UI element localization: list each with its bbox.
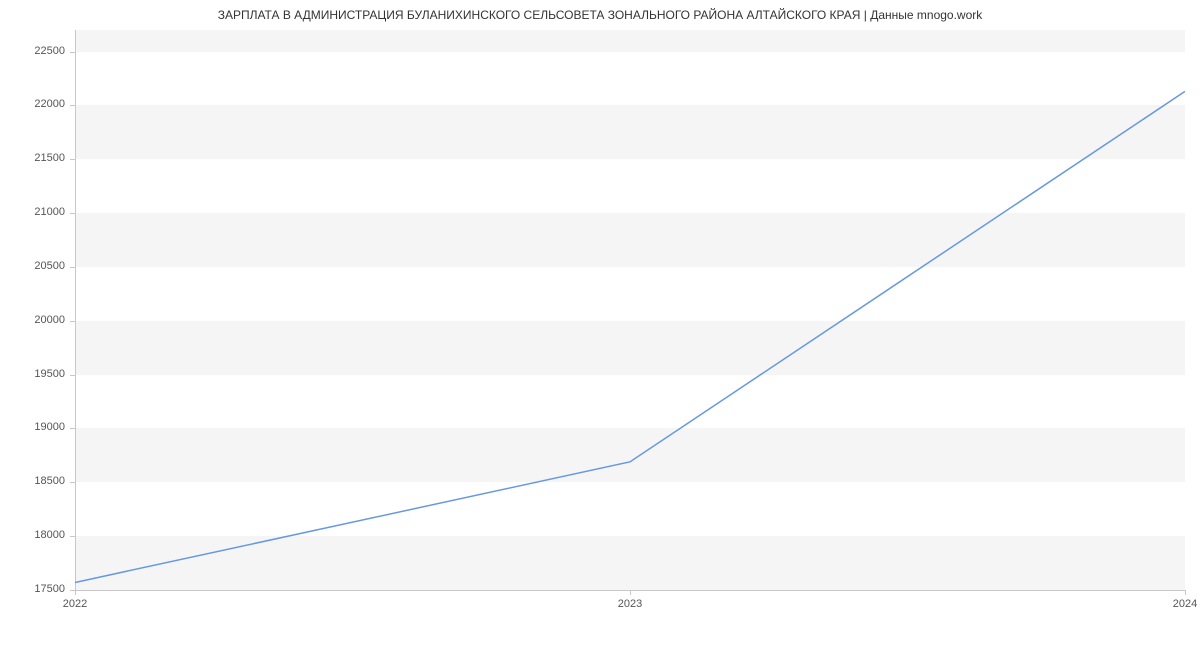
y-tick-label: 18000 [20, 529, 65, 541]
chart-title: ЗАРПЛАТА В АДМИНИСТРАЦИЯ БУЛАНИХИНСКОГО … [0, 8, 1200, 22]
y-tick-label: 19000 [20, 421, 65, 433]
x-tick-label: 2022 [45, 598, 105, 610]
y-tick-label: 22000 [20, 98, 65, 110]
y-tick-label: 19500 [20, 368, 65, 380]
chart-container: ЗАРПЛАТА В АДМИНИСТРАЦИЯ БУЛАНИХИНСКОГО … [0, 0, 1200, 650]
x-tick-mark [1185, 590, 1186, 595]
y-tick-label: 18500 [20, 475, 65, 487]
line-layer [75, 30, 1185, 590]
y-tick-label: 21000 [20, 206, 65, 218]
y-tick-label: 20500 [20, 260, 65, 272]
x-axis-line [75, 590, 1185, 591]
y-tick-label: 17500 [20, 583, 65, 595]
plot-area: 1750018000185001900019500200002050021000… [75, 30, 1185, 590]
y-tick-label: 22500 [20, 45, 65, 57]
x-tick-label: 2024 [1155, 598, 1200, 610]
x-tick-label: 2023 [600, 598, 660, 610]
y-tick-label: 20000 [20, 314, 65, 326]
series-line [75, 91, 1185, 582]
y-tick-label: 21500 [20, 152, 65, 164]
